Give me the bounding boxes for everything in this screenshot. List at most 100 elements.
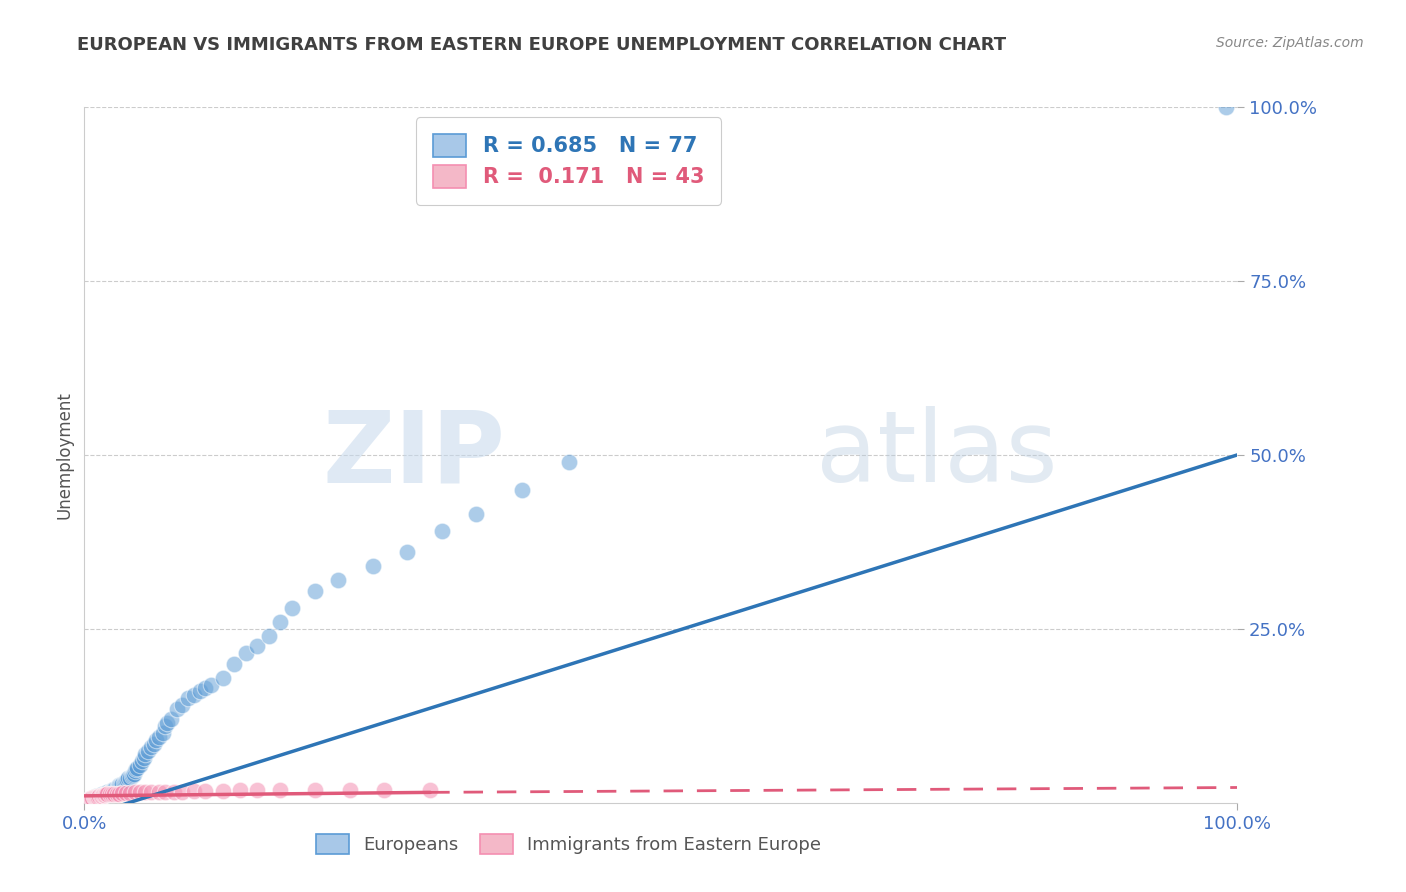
Point: [304, 583, 326, 598]
Point: [79, 791, 101, 805]
Point: [183, 784, 205, 798]
Point: [93, 788, 115, 802]
Point: [117, 772, 139, 786]
Point: [100, 784, 122, 798]
Point: [103, 781, 125, 796]
Point: [96, 787, 118, 801]
Point: [153, 719, 176, 733]
Text: ZIP: ZIP: [322, 407, 505, 503]
Point: [153, 785, 176, 799]
Point: [90, 789, 112, 803]
Point: [141, 740, 163, 755]
Point: [112, 776, 135, 790]
Point: [82, 791, 104, 805]
Point: [77, 791, 100, 805]
Point: [224, 657, 246, 671]
Point: [115, 786, 138, 800]
Point: [82, 791, 104, 805]
Text: EUROPEAN VS IMMIGRANTS FROM EASTERN EUROPE UNEMPLOYMENT CORRELATION CHART: EUROPEAN VS IMMIGRANTS FROM EASTERN EURO…: [77, 36, 1007, 54]
Point: [128, 785, 150, 799]
Point: [131, 754, 153, 768]
Point: [84, 789, 107, 804]
Point: [84, 789, 107, 803]
Point: [89, 789, 111, 803]
Point: [96, 788, 118, 802]
Point: [115, 772, 138, 787]
Point: [120, 786, 142, 800]
Point: [108, 778, 131, 793]
Point: [269, 783, 291, 797]
Point: [79, 792, 101, 806]
Point: [125, 763, 148, 777]
Point: [101, 783, 124, 797]
Point: [103, 787, 125, 801]
Point: [90, 789, 112, 803]
Point: [156, 715, 179, 730]
Point: [148, 785, 170, 799]
Point: [177, 691, 200, 706]
Point: [128, 757, 150, 772]
Point: [108, 787, 131, 801]
Point: [127, 761, 149, 775]
Point: [80, 791, 103, 805]
Point: [269, 615, 291, 629]
Point: [111, 777, 134, 791]
Point: [246, 639, 269, 653]
Point: [96, 785, 118, 799]
Point: [163, 785, 186, 799]
Point: [121, 768, 143, 782]
Point: [111, 786, 134, 800]
Point: [257, 629, 280, 643]
Point: [430, 524, 453, 539]
Point: [235, 646, 257, 660]
Point: [183, 688, 205, 702]
Point: [396, 545, 419, 559]
Point: [152, 726, 174, 740]
Point: [96, 788, 118, 802]
Point: [160, 712, 183, 726]
Point: [98, 787, 121, 801]
Point: [211, 784, 233, 798]
Point: [96, 786, 118, 800]
Point: [120, 771, 142, 785]
Point: [172, 785, 194, 799]
Point: [89, 789, 111, 803]
Point: [1215, 100, 1237, 114]
Point: [107, 780, 129, 795]
Point: [557, 455, 579, 469]
Point: [373, 782, 395, 797]
Point: [87, 789, 110, 803]
Point: [326, 573, 349, 587]
Point: [91, 788, 114, 802]
Point: [98, 785, 121, 799]
Point: [105, 781, 128, 796]
Point: [87, 789, 110, 804]
Point: [142, 737, 165, 751]
Point: [339, 783, 361, 797]
Point: [246, 783, 269, 797]
Point: [83, 790, 105, 805]
Point: [211, 671, 233, 685]
Point: [83, 790, 105, 805]
Point: [166, 702, 188, 716]
Point: [194, 681, 217, 695]
Point: [194, 784, 217, 798]
Point: [229, 783, 252, 797]
Point: [148, 730, 170, 744]
Point: [361, 559, 384, 574]
Point: [465, 507, 488, 521]
Point: [103, 782, 124, 797]
Text: Source: ZipAtlas.com: Source: ZipAtlas.com: [1216, 36, 1364, 50]
Point: [83, 790, 105, 805]
Point: [98, 785, 121, 799]
Point: [105, 787, 128, 801]
Point: [108, 780, 131, 795]
Point: [94, 788, 117, 802]
Point: [86, 789, 108, 804]
Point: [141, 785, 163, 799]
Point: [104, 781, 127, 796]
Point: [89, 789, 111, 803]
Point: [114, 775, 136, 789]
Point: [134, 785, 156, 799]
Point: [304, 783, 326, 797]
